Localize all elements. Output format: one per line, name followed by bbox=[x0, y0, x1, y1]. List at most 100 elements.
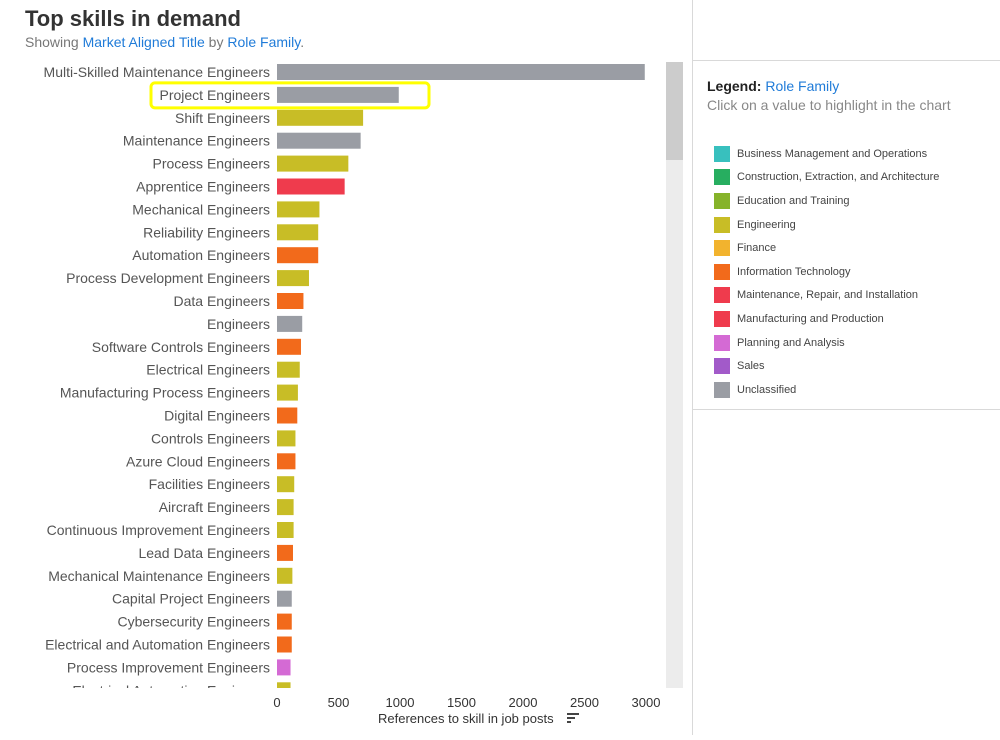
legend-item-4[interactable]: Finance bbox=[714, 236, 994, 260]
bar-label-0[interactable]: Multi-Skilled Maintenance Engineers bbox=[44, 64, 270, 80]
bar-label-6[interactable]: Mechanical Engineers bbox=[132, 201, 270, 217]
bar-0[interactable] bbox=[277, 64, 645, 80]
highlight-box bbox=[149, 81, 431, 110]
legend-swatch-1 bbox=[714, 169, 730, 186]
bar-10[interactable] bbox=[277, 293, 304, 309]
bar-label-24[interactable]: Cybersecurity Engineers bbox=[117, 614, 270, 630]
x-tick-4: 2000 bbox=[509, 695, 538, 710]
bar-22[interactable] bbox=[277, 567, 293, 584]
bar-14[interactable] bbox=[277, 384, 298, 401]
bar-label-2[interactable]: Shift Engineers bbox=[175, 110, 270, 126]
legend-top-divider bbox=[692, 60, 1000, 61]
x-axis-svg: 0 500 1000 1500 2000 2500 3000 References to s… bbox=[273, 695, 660, 726]
bar-8[interactable] bbox=[277, 247, 319, 264]
bar-16[interactable] bbox=[277, 430, 296, 447]
legend-item-8[interactable]: Planning and Analysis bbox=[714, 331, 994, 355]
legend-swatch-0 bbox=[714, 145, 730, 162]
legend-label-9: Sales bbox=[737, 360, 765, 373]
bar-label-23[interactable]: Capital Project Engineers bbox=[112, 591, 270, 607]
bar-13[interactable] bbox=[277, 361, 300, 378]
market-aligned-title-link[interactable]: Market Aligned Title bbox=[82, 34, 205, 50]
bar-label-1[interactable]: Project Engineers bbox=[159, 87, 270, 103]
bar-label-26[interactable]: Process Improvement Engineers bbox=[67, 659, 270, 675]
x-tick-0: 0 bbox=[273, 695, 280, 710]
bar-label-11[interactable]: Engineers bbox=[207, 316, 270, 332]
bar-label-25[interactable]: Electrical and Automation Engineers bbox=[45, 637, 270, 653]
bar-25[interactable] bbox=[277, 636, 292, 653]
bar-label-8[interactable]: Automation Engineers bbox=[132, 247, 270, 263]
subtitle-end: . bbox=[300, 34, 305, 50]
bar-5[interactable] bbox=[277, 178, 345, 195]
bar-chart-area[interactable]: Multi-Skilled Maintenance Engineers Proje… bbox=[0, 58, 665, 688]
legend-swatch-3 bbox=[714, 216, 730, 233]
bar-label-12[interactable]: Software Controls Engineers bbox=[92, 339, 270, 355]
bar-24[interactable] bbox=[277, 613, 292, 630]
role-family-link[interactable]: Role Family bbox=[227, 34, 301, 50]
legend-item-2[interactable]: Education and Training bbox=[714, 189, 994, 213]
bar-17[interactable] bbox=[277, 453, 296, 470]
bar-label-10[interactable]: Data Engineers bbox=[173, 293, 270, 309]
legend-item-0[interactable]: Business Management and Operations bbox=[714, 142, 994, 166]
bar-23[interactable] bbox=[277, 590, 292, 607]
bar-label-18[interactable]: Facilities Engineers bbox=[149, 476, 270, 492]
chart-title: Top skills in demand bbox=[25, 6, 241, 31]
bar-label-3[interactable]: Maintenance Engineers bbox=[123, 133, 270, 149]
bar-label-4[interactable]: Process Engineers bbox=[152, 156, 270, 172]
chart-scrollbar-track[interactable] bbox=[666, 62, 683, 688]
bar-6[interactable] bbox=[277, 201, 320, 218]
bar-label-15[interactable]: Digital Engineers bbox=[164, 408, 270, 424]
bar-label-16[interactable]: Controls Engineers bbox=[151, 430, 270, 446]
bar-11[interactable] bbox=[277, 315, 303, 332]
bar-15[interactable] bbox=[277, 407, 298, 424]
legend-role-family-link[interactable]: Role Family bbox=[765, 78, 840, 94]
legend-item-1[interactable]: Construction, Extraction, and Architectu… bbox=[714, 166, 994, 190]
bar-1[interactable] bbox=[277, 86, 399, 103]
panel-divider bbox=[692, 0, 693, 735]
legend-item-10[interactable]: Unclassified bbox=[714, 378, 994, 402]
legend-label-6: Maintenance, Repair, and Installation bbox=[737, 289, 919, 302]
bar-label-20[interactable]: Continuous Improvement Engineers bbox=[47, 522, 270, 538]
bar-label-27[interactable]: Electrical Automation Engineers bbox=[72, 682, 270, 688]
bar-21[interactable] bbox=[277, 544, 293, 561]
bar-label-5[interactable]: Apprentice Engineers bbox=[136, 179, 270, 195]
legend-label-1: Construction, Extraction, and Architectu… bbox=[737, 171, 940, 184]
bar-label-14[interactable]: Manufacturing Process Engineers bbox=[60, 385, 270, 401]
bar-27[interactable] bbox=[277, 682, 291, 688]
bar-label-22[interactable]: Mechanical Maintenance Engineers bbox=[48, 568, 270, 584]
bar-label-13[interactable]: Electrical Engineers bbox=[146, 362, 270, 378]
bar-2[interactable] bbox=[277, 109, 364, 126]
bar-4[interactable] bbox=[277, 155, 349, 172]
legend-item-3[interactable]: Engineering bbox=[714, 213, 994, 237]
bar-label-17[interactable]: Azure Cloud Engineers bbox=[126, 453, 270, 469]
bar-label-19[interactable]: Aircraft Engineers bbox=[159, 499, 270, 515]
bar-7[interactable] bbox=[277, 224, 319, 241]
legend-swatch-4 bbox=[714, 240, 730, 257]
legend-label-3: Engineering bbox=[737, 218, 796, 231]
legend-item-5[interactable]: Information Technology bbox=[714, 260, 994, 284]
sort-icon[interactable] bbox=[567, 713, 579, 723]
bar-9[interactable] bbox=[277, 270, 309, 287]
bar-19[interactable] bbox=[277, 499, 294, 516]
legend-label-5: Information Technology bbox=[737, 265, 851, 278]
legend-bottom-divider bbox=[692, 409, 1000, 410]
bar-20[interactable] bbox=[277, 522, 294, 538]
bar-18[interactable] bbox=[277, 476, 295, 493]
bar-26[interactable] bbox=[277, 659, 291, 676]
bar-label-21[interactable]: Lead Data Engineers bbox=[138, 545, 270, 561]
bar-label-9[interactable]: Process Development Engineers bbox=[66, 270, 270, 286]
legend-swatch-10 bbox=[714, 381, 730, 398]
x-tick-1: 500 bbox=[328, 695, 350, 710]
subtitle-prefix: Showing bbox=[25, 34, 79, 50]
legend-label-0: Business Management and Operations bbox=[737, 147, 928, 160]
bar-3[interactable] bbox=[277, 132, 361, 149]
chart-scrollbar-thumb[interactable] bbox=[666, 62, 683, 160]
legend-item-9[interactable]: Sales bbox=[714, 354, 994, 378]
bar-label-7[interactable]: Reliability Engineers bbox=[143, 224, 270, 240]
legend-label-10: Unclassified bbox=[737, 383, 797, 396]
legend-title-prefix: Legend: bbox=[707, 78, 762, 94]
legend-list: Business Management and Operations Constr… bbox=[714, 142, 994, 402]
bar-12[interactable] bbox=[277, 338, 301, 355]
legend-swatch-6 bbox=[714, 287, 730, 304]
legend-item-6[interactable]: Maintenance, Repair, and Installation bbox=[714, 284, 994, 308]
legend-item-7[interactable]: Manufacturing and Production bbox=[714, 307, 994, 331]
